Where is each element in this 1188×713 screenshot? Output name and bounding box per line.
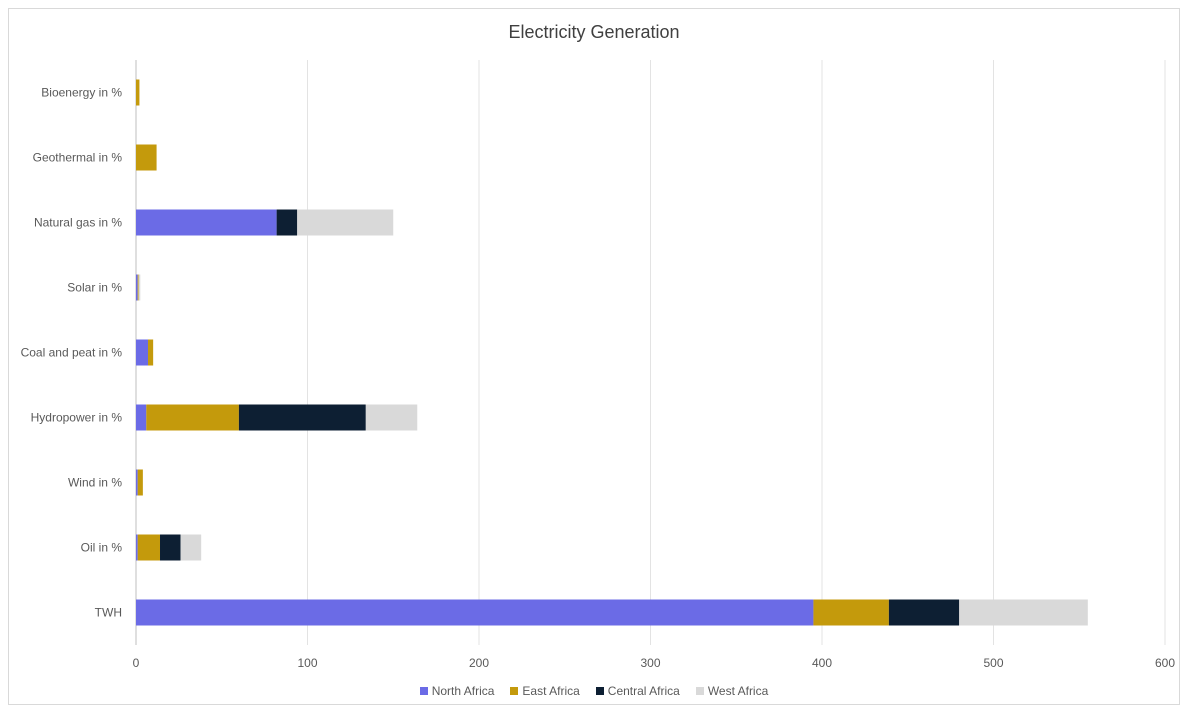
y-tick-label: Natural gas in %: [34, 216, 122, 230]
x-tick-label: 0: [133, 656, 140, 670]
legend-item: East Africa: [510, 684, 580, 698]
bar-segment: [148, 339, 154, 366]
bar-segment: [959, 599, 1088, 626]
bar-segment: [136, 274, 138, 301]
bar-segment: [146, 404, 239, 431]
x-tick-label: 100: [297, 656, 317, 670]
x-tick-label: 300: [640, 656, 660, 670]
x-tick-label: 600: [1155, 656, 1175, 670]
legend-swatch: [695, 687, 704, 695]
x-tick-label: 400: [812, 656, 832, 670]
bar-segment: [297, 209, 394, 236]
legend-swatch: [595, 687, 604, 695]
y-tick-label: Wind in %: [68, 476, 122, 490]
bar-segment: [137, 534, 161, 561]
chart-legend: North Africa East Africa Central Africa Wes…: [0, 684, 1188, 698]
y-tick-label: Coal and peat in %: [21, 346, 123, 360]
bar-segment: [276, 209, 298, 236]
bar-segment: [136, 209, 277, 236]
bar-segment: [138, 274, 141, 301]
y-tick-label: Oil in %: [81, 541, 123, 555]
legend-label: North Africa: [431, 684, 495, 698]
chart-frame: [8, 8, 1180, 705]
bar-segment: [137, 469, 143, 496]
legend-label: Central Africa: [607, 684, 680, 698]
bar-segment: [136, 599, 814, 626]
bar-segment: [238, 404, 366, 431]
bar-segment: [136, 534, 138, 561]
bar-segment: [180, 534, 202, 561]
y-tick-label: Hydropower in %: [31, 411, 123, 425]
y-tick-label: TWH: [95, 606, 122, 620]
legend-label: East Africa: [522, 684, 580, 698]
legend-swatch: [510, 687, 519, 695]
chart-title: Electricity Generation: [508, 22, 680, 42]
bar-segment: [365, 404, 418, 431]
bar-segment: [137, 274, 139, 301]
y-tick-label: Bioenergy in %: [41, 86, 122, 100]
legend-swatch: [419, 687, 428, 695]
bar-segment: [813, 599, 889, 626]
bar-segment: [136, 404, 147, 431]
legend-item: North Africa: [419, 684, 495, 698]
bar-segment: [136, 469, 138, 496]
legend-item: West Africa: [695, 684, 769, 698]
x-tick-label: 500: [983, 656, 1003, 670]
bar-segment: [136, 339, 149, 366]
legend-label: West Africa: [707, 684, 769, 698]
bar-segment: [136, 79, 140, 106]
y-tick-label: Solar in %: [67, 281, 122, 295]
bar-segment: [160, 534, 181, 561]
x-tick-label: 200: [469, 656, 489, 670]
bar-segment: [136, 144, 157, 171]
bar-segment: [888, 599, 960, 626]
legend-item: Central Africa: [595, 684, 680, 698]
y-tick-label: Geothermal in %: [33, 151, 123, 165]
